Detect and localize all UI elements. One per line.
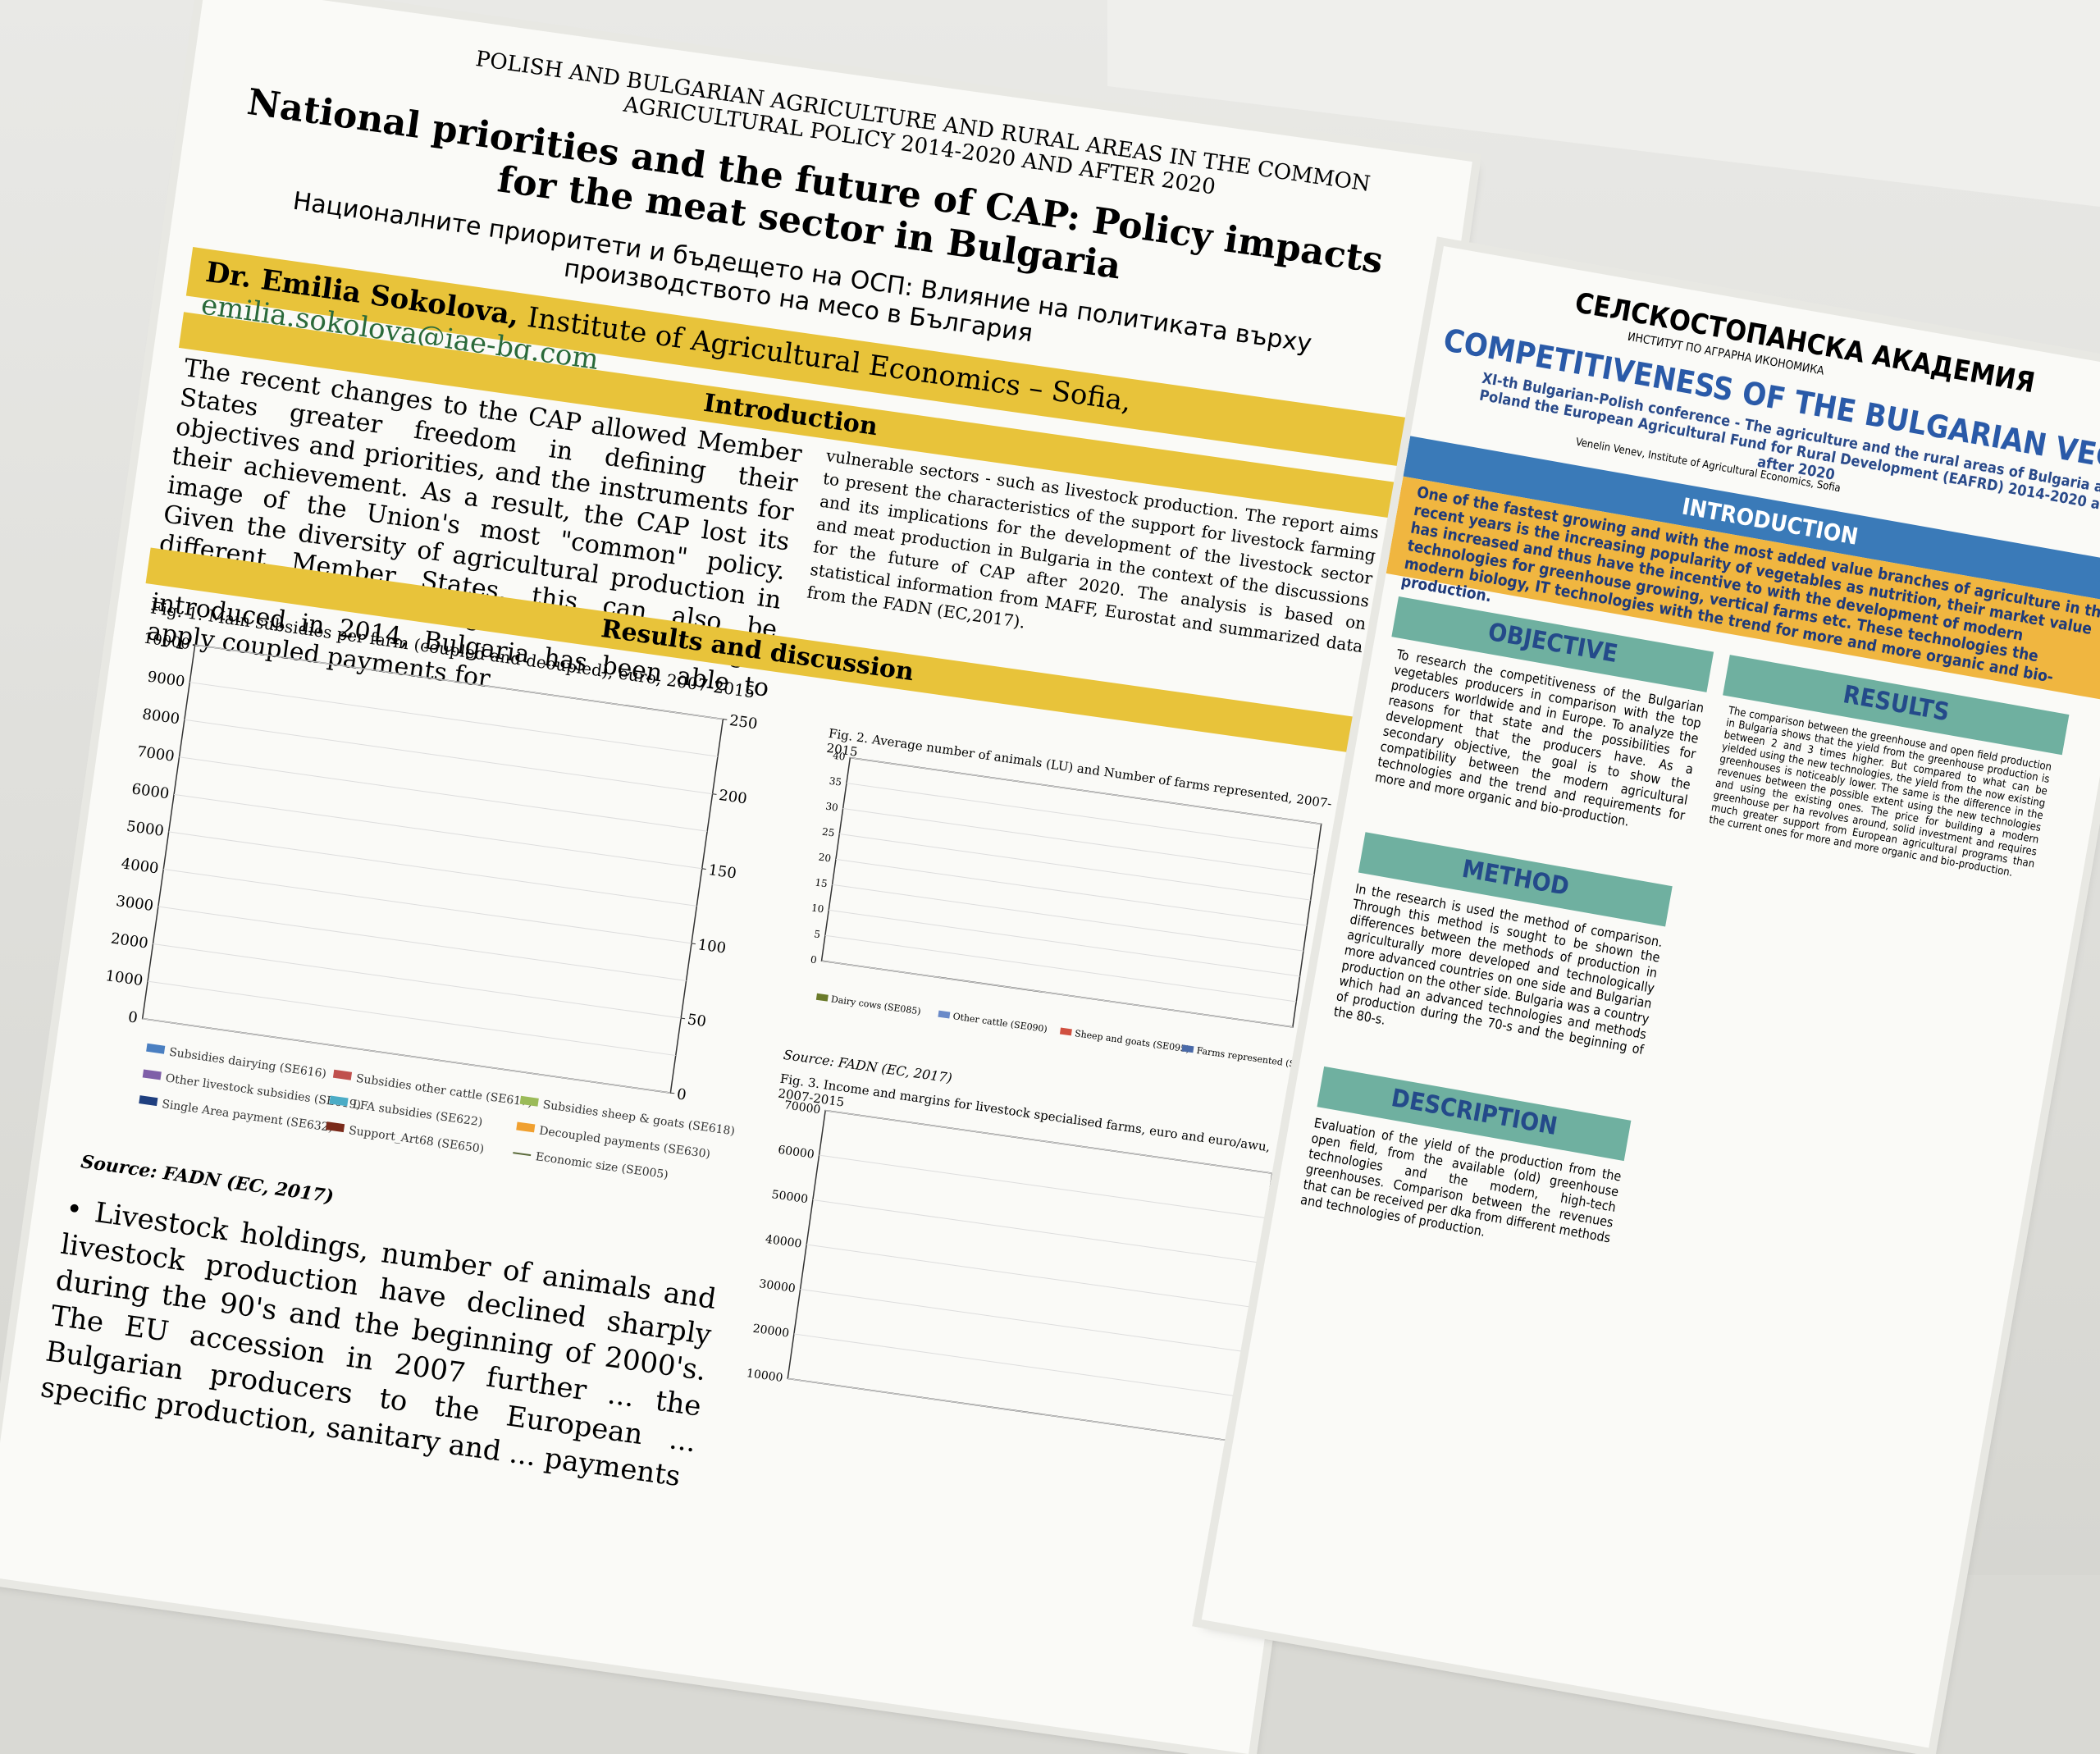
y-tick-label: 5	[813, 928, 821, 940]
y-tick-label: 50000	[771, 1188, 809, 1206]
grid-line	[806, 1245, 1253, 1308]
y2-tick-label: 0	[676, 1085, 687, 1103]
legend-swatch	[513, 1153, 531, 1155]
grid-line	[169, 832, 697, 906]
y-tick-label: 2000	[110, 930, 149, 952]
y-tick-label: 5000	[126, 818, 165, 840]
y-tick-label: 20	[818, 852, 832, 865]
y-tick-label: 40	[832, 750, 846, 763]
y-tick-label: 10000	[143, 629, 192, 653]
y2-tick	[713, 794, 717, 795]
y-tick-label: 3000	[115, 893, 154, 915]
y-tick-label: 1000	[104, 967, 144, 989]
legend-swatch	[146, 1044, 165, 1054]
grid-line	[822, 961, 1293, 1027]
legend-swatch	[516, 1121, 535, 1132]
grid-line	[794, 1334, 1241, 1397]
grid-line	[158, 907, 687, 980]
grid-line	[801, 1289, 1248, 1352]
y2-tick-label: 200	[718, 787, 748, 808]
legend-label: Sheep and goats (SE095)	[1074, 1028, 1190, 1055]
y-tick-label: 0	[127, 1008, 139, 1026]
grid-line	[179, 757, 707, 831]
grid-line	[185, 719, 713, 793]
y2-tick-label: 250	[728, 712, 759, 733]
page: POLISH AND BULGARIAN AGRICULTURE AND RUR…	[0, 0, 2100, 1575]
legend-label: LFA subsidies (SE622)	[351, 1098, 483, 1129]
y2-tick	[723, 719, 727, 720]
y-tick-label: 10000	[746, 1367, 783, 1385]
y2-tick-label: 50	[687, 1011, 708, 1030]
bullet: • Livestock holdings, number of animals …	[39, 1190, 719, 1496]
y-tick-label: 9000	[146, 669, 185, 691]
grid-line	[163, 869, 692, 943]
y-tick-label: 60000	[777, 1144, 815, 1162]
grid-line	[829, 910, 1299, 976]
fig1: 0100020003000400050006000700080009000100…	[67, 621, 806, 1235]
y-tick-label: 15	[815, 876, 829, 889]
legend-swatch	[333, 1070, 352, 1080]
legend-swatch	[816, 993, 829, 1002]
y-tick-label: 4000	[120, 855, 159, 877]
grid-line	[174, 794, 702, 868]
grid-line	[148, 981, 676, 1055]
grid-line	[189, 683, 718, 756]
y-tick-label: 20000	[752, 1322, 790, 1341]
grid-line	[813, 1200, 1260, 1263]
y-tick-label: 8000	[141, 706, 180, 728]
y-tick-label: 70000	[783, 1099, 821, 1117]
grid-line	[788, 1378, 1235, 1441]
legend-label: Support_Art68 (SE650)	[348, 1124, 485, 1156]
grid-line	[833, 884, 1303, 951]
y-tick-label: 10	[810, 902, 824, 915]
legend-swatch	[1060, 1028, 1072, 1036]
legend-swatch	[143, 1069, 162, 1080]
bullet-text: Livestock holdings, number of animals an…	[39, 1196, 718, 1493]
legend-label: Other cattle (SE090)	[952, 1011, 1048, 1035]
legend-label: Dairy cows (SE085)	[830, 993, 921, 1016]
y-tick-label: 35	[829, 775, 842, 788]
y2-tick-label: 150	[707, 861, 737, 883]
grid-line	[836, 859, 1307, 925]
y-tick-label: 30	[825, 801, 839, 814]
grid-line	[825, 935, 1296, 1002]
legend-swatch	[938, 1011, 950, 1019]
y2-tick	[692, 943, 696, 944]
y-tick-label: 7000	[136, 743, 176, 765]
y-tick-label: 25	[821, 826, 835, 839]
y2-tick	[681, 1018, 685, 1019]
y-tick-label: 0	[810, 953, 818, 966]
y-tick-label: 30000	[758, 1277, 796, 1295]
y2-tick	[670, 1093, 674, 1094]
grid-line	[843, 809, 1314, 875]
grid-line	[153, 944, 681, 1018]
y2-tick	[702, 869, 706, 870]
y-tick-label: 40000	[765, 1233, 802, 1251]
y2-tick-label: 100	[696, 936, 727, 957]
y-tick-label: 6000	[130, 780, 170, 802]
legend-swatch	[139, 1095, 158, 1106]
legend-label: Economic size (SE005)	[535, 1150, 669, 1182]
grid-line	[839, 834, 1310, 900]
grid-line	[819, 1155, 1267, 1218]
